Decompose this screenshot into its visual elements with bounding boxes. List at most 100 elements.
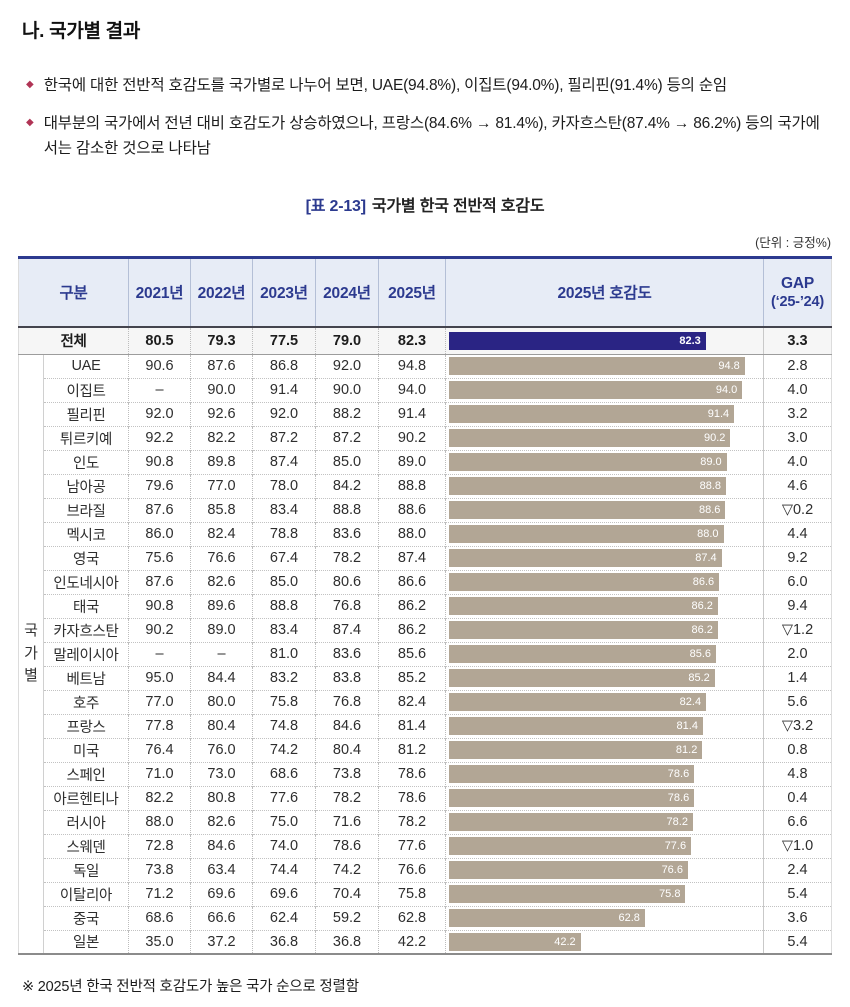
- col-header-2023: 2023년: [252, 257, 316, 329]
- country-bar: 88.0: [449, 525, 724, 544]
- year-value: 71.0: [128, 761, 191, 787]
- table-row: 인도네시아 87.6 82.6 85.0 80.6 86.6 86.6 6.0: [19, 569, 832, 595]
- bar-value-label: 75.8: [659, 888, 681, 901]
- year-value: 82.3: [378, 327, 446, 355]
- bar-value-label: 86.2: [691, 600, 713, 613]
- year-value: 66.6: [190, 905, 253, 931]
- year-value: 83.4: [252, 497, 316, 523]
- year-value: 83.4: [252, 617, 316, 643]
- year-value: 77.5: [252, 327, 316, 355]
- year-value: 84.2: [315, 473, 379, 499]
- table-row: 스페인 71.0 73.0 68.6 73.8 78.6 78.6 4.8: [19, 761, 832, 787]
- year-value: 87.2: [315, 425, 379, 451]
- year-value: 90.0: [190, 377, 253, 403]
- year-value: 80.4: [190, 713, 253, 739]
- year-value: 69.6: [252, 881, 316, 907]
- col-header-2025-bar: 2025년 호감도: [445, 257, 764, 329]
- year-value: 82.2: [190, 425, 253, 451]
- gap-value: 0.8: [763, 737, 832, 763]
- table-row: 영국 75.6 76.6 67.4 78.2 87.4 87.4 9.2: [19, 545, 832, 571]
- bar-value-label: 86.6: [692, 576, 715, 589]
- year-value: 79.0: [315, 327, 379, 355]
- year-value: 84.6: [315, 713, 379, 739]
- year-value: 63.4: [190, 857, 253, 883]
- country-bar: 89.0: [449, 453, 727, 472]
- year-value: 84.4: [190, 665, 253, 691]
- year-value: 82.2: [128, 785, 191, 811]
- year-value: 76.8: [315, 689, 379, 715]
- country-bar: 78.2: [449, 813, 693, 832]
- country-bar: 94.0: [449, 381, 743, 400]
- section-heading: 나. 국가별 결과: [22, 21, 141, 42]
- row-label: 프랑스: [43, 713, 129, 739]
- bar-cell: 81.2: [445, 737, 764, 763]
- country-bar: 62.8: [449, 909, 645, 928]
- bar-value-label: 91.4: [707, 408, 730, 421]
- year-value: 85.0: [315, 449, 379, 475]
- row-label: UAE: [43, 354, 129, 379]
- bar-cell: 82.4: [445, 689, 764, 715]
- bullet-item: ◆ 대부분의 국가에서 전년 대비 호감도가 상승하였으나, 프랑스(84.6%…: [24, 111, 832, 162]
- year-value: 89.0: [190, 617, 253, 643]
- bar-value-label: 81.4: [676, 720, 698, 733]
- bar-cell: 85.2: [445, 665, 764, 691]
- year-value: 87.4: [315, 617, 379, 643]
- country-bar: 86.2: [449, 597, 718, 616]
- row-label: 말레이시아: [43, 641, 129, 667]
- year-value: 36.8: [315, 929, 379, 955]
- year-value: 86.8: [252, 354, 316, 379]
- year-value: 88.0: [378, 521, 446, 547]
- year-value: 90.2: [128, 617, 191, 643]
- year-value: 78.2: [315, 545, 379, 571]
- year-value: 92.0: [128, 401, 191, 427]
- year-value: 77.8: [128, 713, 191, 739]
- year-value: 87.6: [128, 497, 191, 523]
- gap-value: 4.6: [763, 473, 832, 499]
- year-value: 94.8: [378, 354, 446, 379]
- year-value: 78.6: [315, 833, 379, 859]
- row-label: 브라질: [43, 497, 129, 523]
- country-bar: 78.6: [449, 765, 695, 784]
- bar-value-label: 87.4: [695, 552, 717, 565]
- year-value: 77.0: [190, 473, 253, 499]
- table-row: 스웨덴 72.8 84.6 74.0 78.6 77.6 77.6 ▽1.0: [19, 833, 832, 859]
- year-value: 90.2: [378, 425, 446, 451]
- year-value: 82.4: [190, 521, 253, 547]
- row-label: 멕시코: [43, 521, 129, 547]
- country-bar: 86.2: [449, 621, 718, 640]
- year-value: 78.6: [378, 761, 446, 787]
- year-value: 76.4: [128, 737, 191, 763]
- gap-value: ▽3.2: [763, 713, 832, 739]
- year-value: 82.6: [190, 809, 253, 835]
- bar-value-label: 78.6: [667, 792, 690, 805]
- country-bar: 42.2: [449, 932, 581, 951]
- table-row: 호주 77.0 80.0 75.8 76.8 82.4 82.4 5.6: [19, 689, 832, 715]
- year-value: 75.0: [252, 809, 316, 835]
- gap-value: 3.6: [763, 905, 832, 931]
- country-bar: 86.6: [449, 573, 720, 592]
- year-value: 88.2: [315, 401, 379, 427]
- bar-value-label: 86.2: [691, 624, 713, 637]
- year-value: 59.2: [315, 905, 379, 931]
- gap-value: 3.2: [763, 401, 832, 427]
- row-label: 호주: [43, 689, 129, 715]
- row-label: 이집트: [43, 377, 129, 403]
- unit-label: (단위 : 긍정%): [755, 235, 831, 250]
- table-row: 인도 90.8 89.8 87.4 85.0 89.0 89.0 4.0: [19, 449, 832, 475]
- row-group-label: 국 가 별: [18, 354, 44, 955]
- year-value: 87.4: [378, 545, 446, 571]
- bar-cell: 42.2: [445, 929, 764, 955]
- year-value: 75.8: [252, 689, 316, 715]
- table-row: 아르헨티나 82.2 80.8 77.6 78.2 78.6 78.6 0.4: [19, 785, 832, 811]
- gap-value: 2.0: [763, 641, 832, 667]
- year-value: 80.0: [190, 689, 253, 715]
- year-value: –: [128, 377, 191, 403]
- bar-cell: 90.2: [445, 425, 764, 451]
- year-value: 88.6: [378, 497, 446, 523]
- table-row: 브라질 87.6 85.8 83.4 88.8 88.6 88.6 ▽0.2: [19, 497, 832, 523]
- year-value: 62.8: [378, 905, 446, 931]
- year-value: 87.6: [190, 354, 253, 379]
- year-value: 36.8: [252, 929, 316, 955]
- table-row: 일본 35.0 37.2 36.8 36.8 42.2 42.2 5.4: [19, 929, 832, 955]
- country-bar: 81.2: [449, 741, 703, 760]
